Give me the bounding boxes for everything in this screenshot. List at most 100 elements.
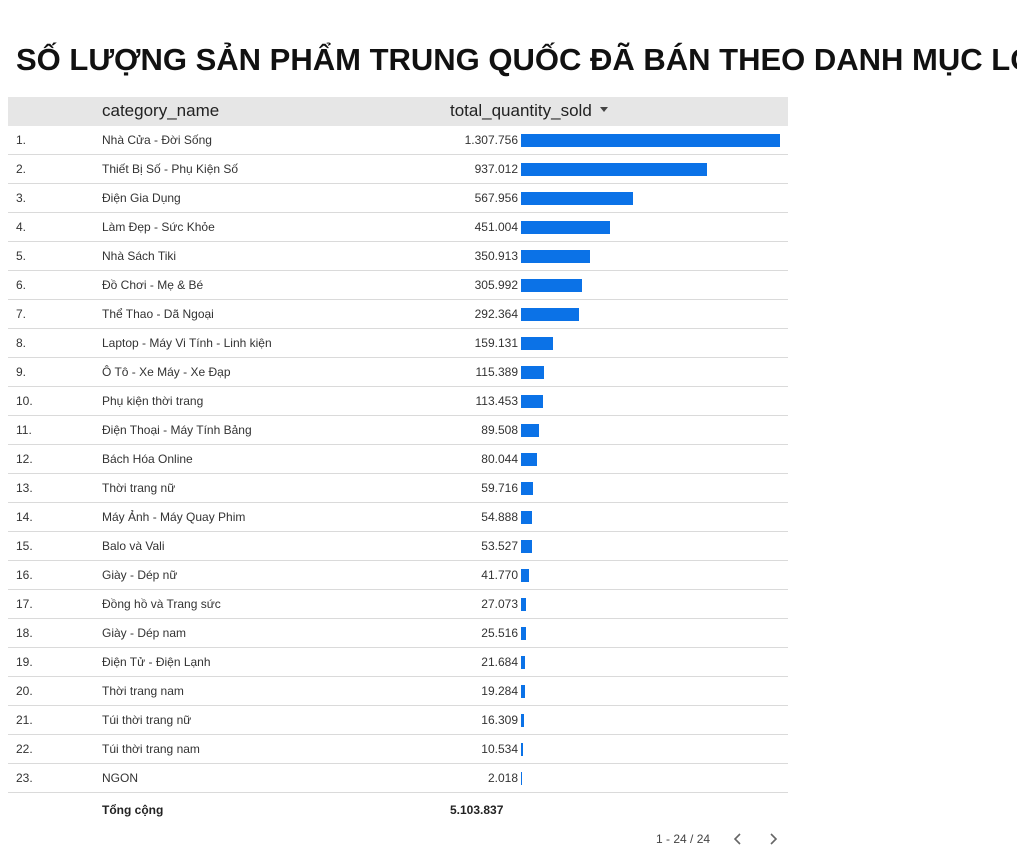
row-index: 4. [16, 220, 26, 234]
row-index: 23. [16, 771, 33, 785]
row-value: 10.534 [481, 742, 518, 756]
data-table: category_name total_quantity_sold 1. Nhà … [8, 97, 788, 825]
chevron-right-icon [764, 830, 782, 848]
row-category: Túi thời trang nam [102, 742, 200, 756]
row-value: 21.684 [481, 655, 518, 669]
row-bar [521, 192, 633, 205]
row-category: Thời trang nữ [102, 481, 175, 495]
table-row[interactable]: 3. Điện Gia Dụng 567.956 [8, 184, 788, 213]
row-value: 25.516 [481, 626, 518, 640]
table-row[interactable]: 6. Đồ Chơi - Mẹ & Bé 305.992 [8, 271, 788, 300]
row-bar [521, 743, 523, 756]
row-index: 3. [16, 191, 26, 205]
row-category: Nhà Sách Tiki [102, 249, 176, 263]
row-category: Thể Thao - Dã Ngoại [102, 307, 214, 321]
table-row[interactable]: 2. Thiết Bị Số - Phụ Kiện Số 937.012 [8, 155, 788, 184]
row-bar [521, 511, 532, 524]
table-row[interactable]: 11. Điện Thoại - Máy Tính Bảng 89.508 [8, 416, 788, 445]
row-index: 14. [16, 510, 33, 524]
row-value: 19.284 [481, 684, 518, 698]
row-index: 7. [16, 307, 26, 321]
column-header-category[interactable]: category_name [102, 101, 219, 121]
row-category: Thời trang nam [102, 684, 184, 698]
row-index: 2. [16, 162, 26, 176]
row-bar [521, 163, 707, 176]
row-index: 5. [16, 249, 26, 263]
row-value: 41.770 [481, 568, 518, 582]
row-index: 20. [16, 684, 33, 698]
row-value: 1.307.756 [465, 133, 518, 147]
row-value: 27.073 [481, 597, 518, 611]
total-value: 5.103.837 [450, 803, 503, 817]
table-row[interactable]: 1. Nhà Cửa - Đời Sống 1.307.756 [8, 126, 788, 155]
row-category: Đồ Chơi - Mẹ & Bé [102, 278, 203, 292]
table-row[interactable]: 13. Thời trang nữ 59.716 [8, 474, 788, 503]
row-value: 2.018 [488, 771, 518, 785]
row-index: 22. [16, 742, 33, 756]
row-bar [521, 685, 525, 698]
next-page-button[interactable] [764, 830, 782, 848]
row-value: 59.716 [481, 481, 518, 495]
row-bar [521, 598, 526, 611]
row-category: Túi thời trang nữ [102, 713, 191, 727]
row-bar [521, 453, 537, 466]
table-row[interactable]: 17. Đồng hồ và Trang sức 27.073 [8, 590, 788, 619]
row-category: Giày - Dép nam [102, 626, 186, 640]
table-row[interactable]: 16. Giày - Dép nữ 41.770 [8, 561, 788, 590]
row-index: 21. [16, 713, 33, 727]
table-row[interactable]: 8. Laptop - Máy Vi Tính - Linh kiện 159.13… [8, 329, 788, 358]
table-row[interactable]: 5. Nhà Sách Tiki 350.913 [8, 242, 788, 271]
sort-descending-icon[interactable] [600, 107, 608, 112]
table-row[interactable]: 21. Túi thời trang nữ 16.309 [8, 706, 788, 735]
table-row[interactable]: 9. Ô Tô - Xe Máy - Xe Đạp 115.389 [8, 358, 788, 387]
row-index: 1. [16, 133, 26, 147]
table-row[interactable]: 20. Thời trang nam 19.284 [8, 677, 788, 706]
row-category: Điện Tử - Điện Lạnh [102, 655, 211, 669]
row-value: 80.044 [481, 452, 518, 466]
row-bar [521, 279, 582, 292]
table-row[interactable]: 22. Túi thời trang nam 10.534 [8, 735, 788, 764]
row-index: 9. [16, 365, 26, 379]
table-row[interactable]: 18. Giày - Dép nam 25.516 [8, 619, 788, 648]
row-category: NGON [102, 771, 138, 785]
row-category: Làm Đẹp - Sức Khỏe [102, 220, 215, 234]
row-value: 937.012 [475, 162, 518, 176]
row-bar [521, 656, 525, 669]
row-index: 15. [16, 539, 33, 553]
row-index: 16. [16, 568, 33, 582]
row-bar [521, 569, 529, 582]
row-bar [521, 395, 543, 408]
row-bar [521, 308, 579, 321]
row-bar [521, 134, 780, 147]
row-category: Điện Gia Dụng [102, 191, 181, 205]
table-header: category_name total_quantity_sold [8, 97, 788, 126]
row-index: 19. [16, 655, 33, 669]
table-row[interactable]: 10. Phụ kiện thời trang 113.453 [8, 387, 788, 416]
table-row[interactable]: 23. NGON 2.018 [8, 764, 788, 793]
prev-page-button[interactable] [729, 830, 747, 848]
row-value: 53.527 [481, 539, 518, 553]
row-value: 305.992 [475, 278, 518, 292]
row-category: Laptop - Máy Vi Tính - Linh kiện [102, 336, 272, 350]
table-row[interactable]: 4. Làm Đẹp - Sức Khỏe 451.004 [8, 213, 788, 242]
row-category: Phụ kiện thời trang [102, 394, 203, 408]
table-row[interactable]: 15. Balo và Vali 53.527 [8, 532, 788, 561]
row-bar [521, 714, 524, 727]
row-category: Điện Thoại - Máy Tính Bảng [102, 423, 252, 437]
column-header-value[interactable]: total_quantity_sold [450, 101, 608, 121]
column-header-value-label: total_quantity_sold [450, 101, 592, 120]
row-index: 17. [16, 597, 33, 611]
row-category: Thiết Bị Số - Phụ Kiện Số [102, 162, 238, 176]
row-bar [521, 337, 553, 350]
row-bar [521, 424, 539, 437]
table-row[interactable]: 7. Thể Thao - Dã Ngoại 292.364 [8, 300, 788, 329]
row-value: 567.956 [475, 191, 518, 205]
row-value: 89.508 [481, 423, 518, 437]
row-bar [521, 366, 544, 379]
row-value: 54.888 [481, 510, 518, 524]
table-row[interactable]: 19. Điện Tử - Điện Lạnh 21.684 [8, 648, 788, 677]
table-row[interactable]: 12. Bách Hóa Online 80.044 [8, 445, 788, 474]
row-category: Nhà Cửa - Đời Sống [102, 133, 212, 147]
row-index: 13. [16, 481, 33, 495]
table-row[interactable]: 14. Máy Ảnh - Máy Quay Phim 54.888 [8, 503, 788, 532]
